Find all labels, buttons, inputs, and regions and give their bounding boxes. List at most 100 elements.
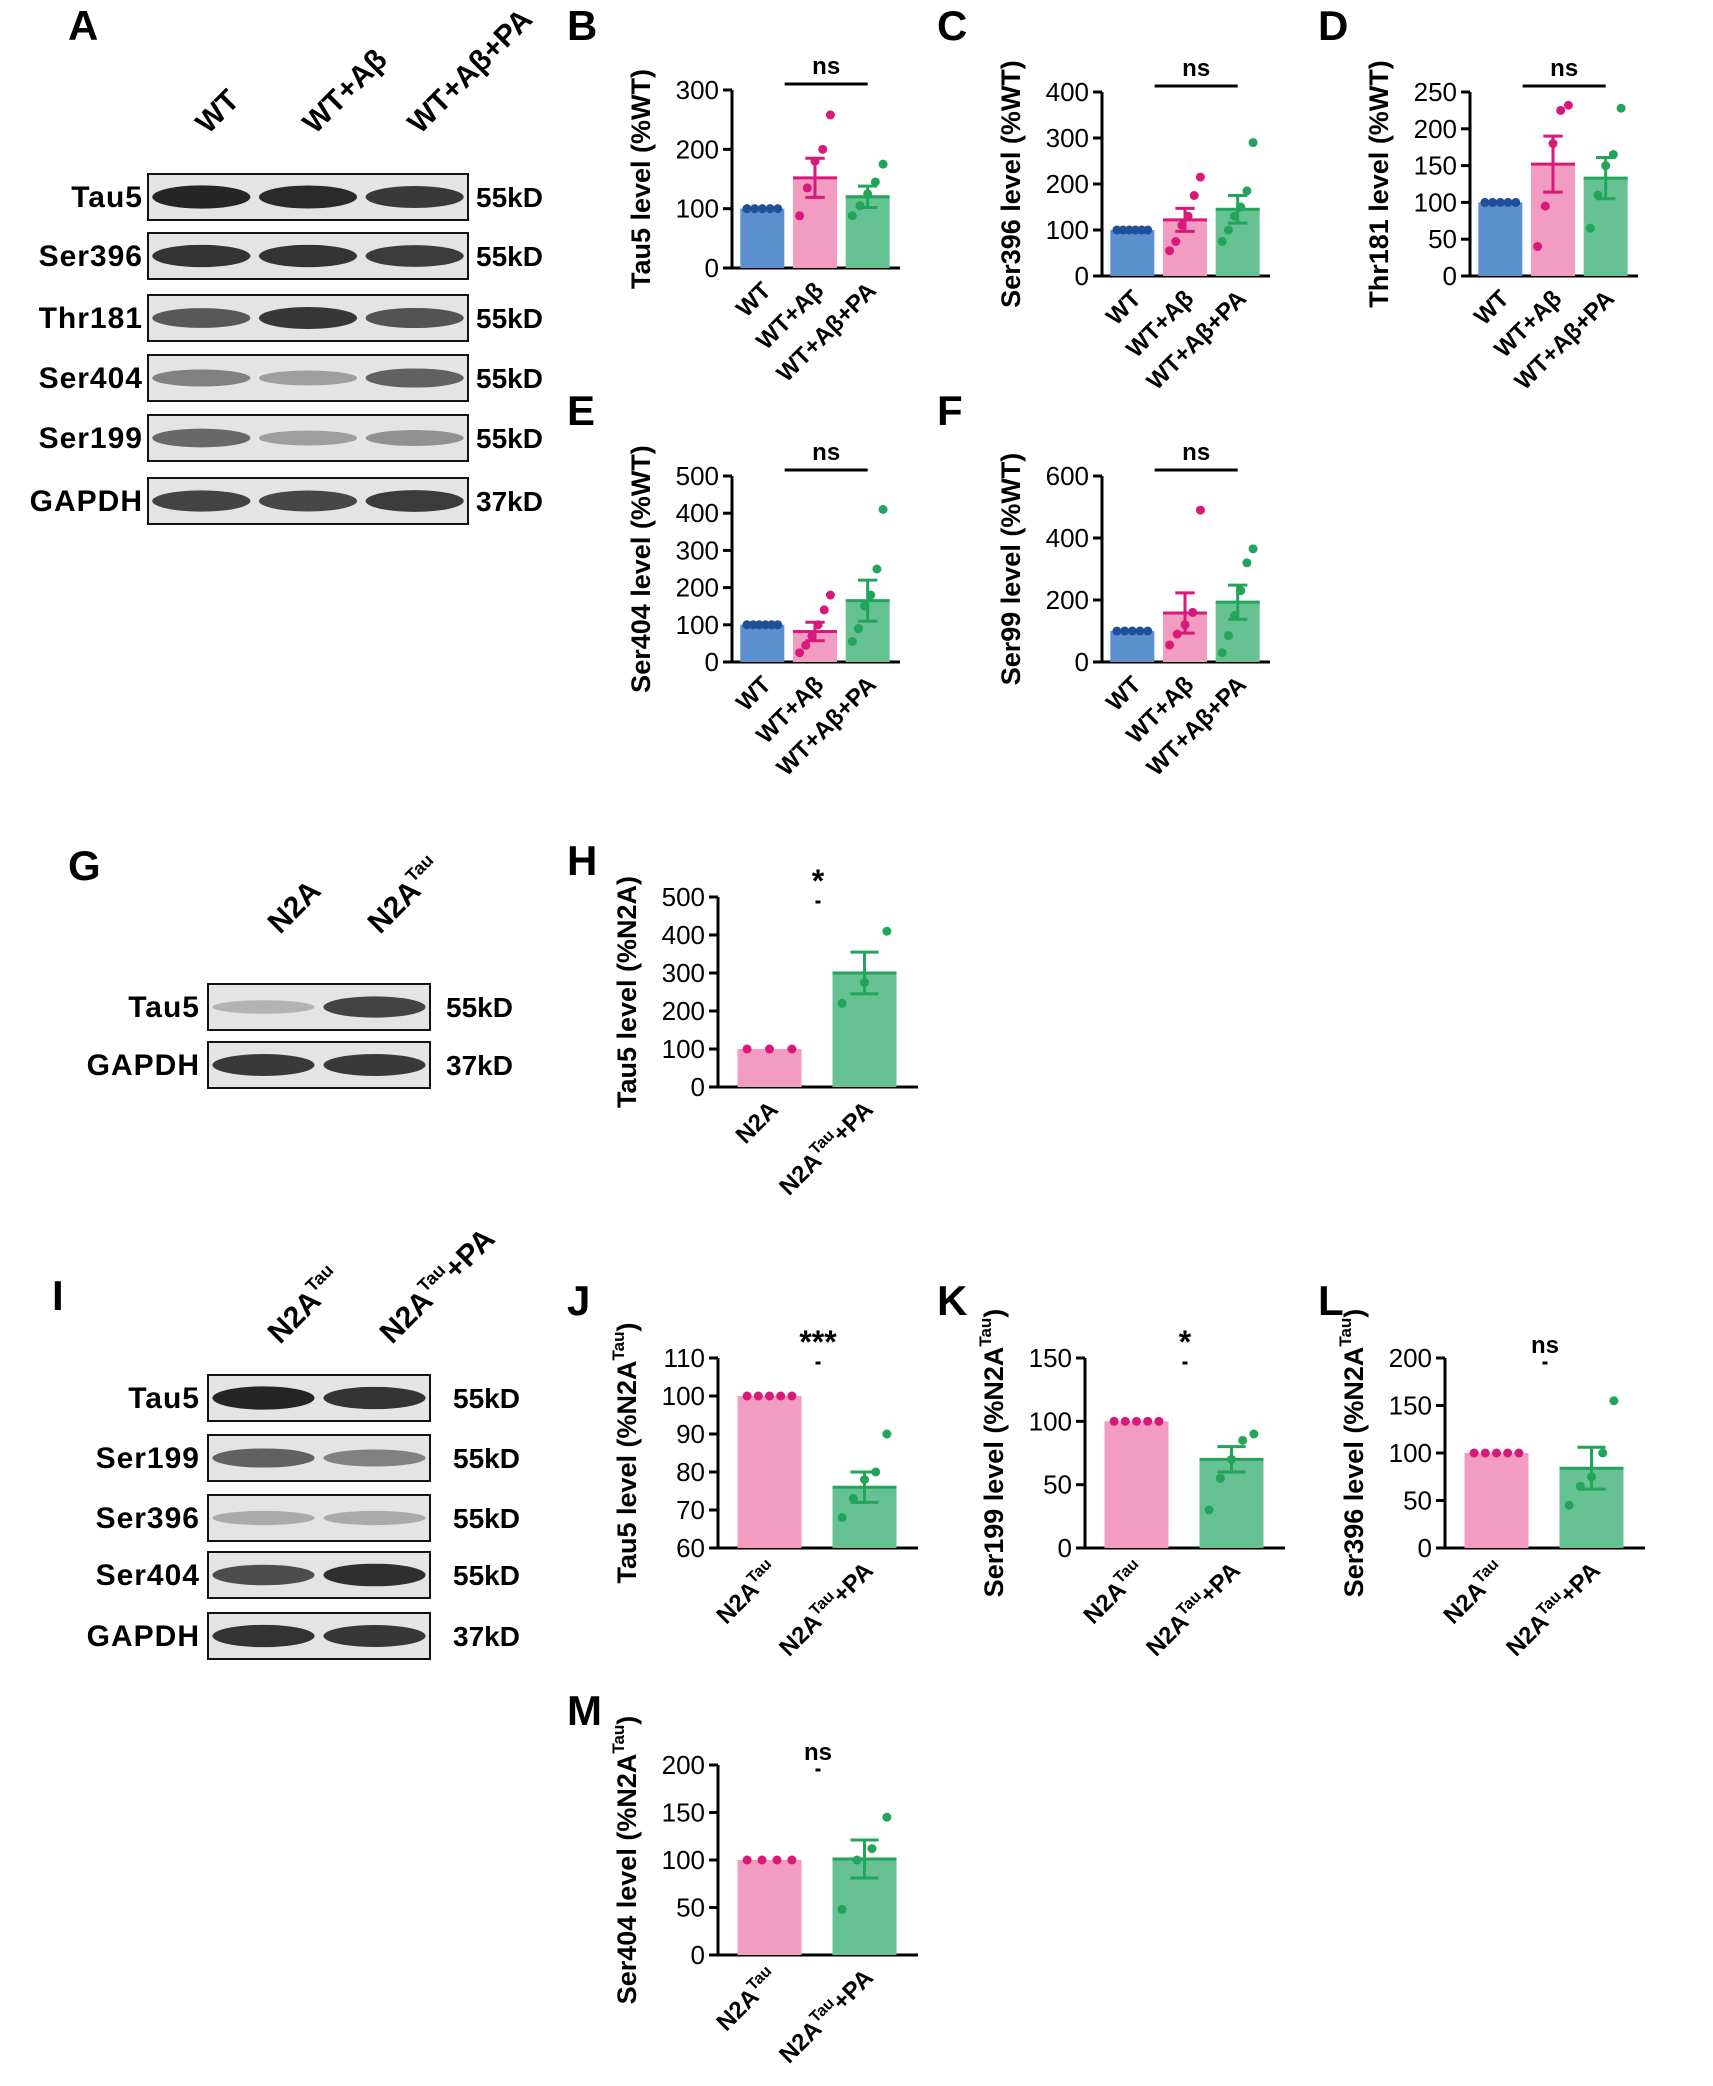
data-point (1242, 186, 1252, 196)
y-tick-label: 500 (676, 461, 719, 491)
y-tick-label: 200 (1046, 169, 1089, 199)
data-point (1112, 225, 1122, 235)
y-tick-label: 200 (1046, 585, 1089, 615)
data-point (753, 1391, 763, 1401)
blot-band (365, 186, 464, 208)
y-tick-label: 80 (676, 1457, 705, 1487)
data-point (1215, 1473, 1225, 1483)
data-point (1249, 1429, 1259, 1439)
y-tick-label: 300 (1046, 123, 1089, 153)
blot-row-label: Ser396 (96, 1502, 200, 1535)
y-tick-label: 200 (676, 573, 719, 603)
data-point (837, 998, 847, 1008)
bar (1110, 230, 1155, 276)
y-tick-label: 400 (1046, 77, 1089, 107)
bar (1104, 1421, 1169, 1548)
data-point (787, 1855, 797, 1865)
blot-row-label: Tau5 (128, 1382, 200, 1415)
x-tick-label: WT (1469, 285, 1515, 331)
y-tick-label: 150 (1029, 1343, 1072, 1373)
data-point (1195, 172, 1205, 182)
blot-band (152, 308, 251, 328)
data-point (1143, 626, 1153, 636)
data-point (807, 631, 817, 641)
y-axis-label: Ser99 level (%WT) (996, 453, 1026, 686)
y-tick-label: 70 (676, 1495, 705, 1525)
y-axis-label: Thr181 level (%WT) (1364, 60, 1394, 308)
blot-row-label: Ser396 (39, 240, 143, 273)
molecular-weight-label: 37kD (453, 1621, 520, 1652)
data-point (1238, 1435, 1248, 1445)
data-point (1608, 150, 1618, 160)
panel-label: K (937, 1277, 967, 1324)
y-tick-label: 50 (1043, 1470, 1072, 1500)
data-point (1548, 139, 1558, 149)
blot-band (212, 1624, 315, 1648)
data-point (1165, 640, 1175, 650)
y-tick-label: 400 (1046, 523, 1089, 553)
molecular-weight-label: 37kD (476, 486, 543, 517)
y-tick-label: 150 (662, 1798, 705, 1828)
significance-label: ns (804, 1739, 832, 1766)
data-point (1563, 100, 1573, 110)
y-tick-label: 50 (676, 1893, 705, 1923)
lane-label: WT+Aβ+PA (402, 3, 539, 140)
blot-band (212, 1564, 315, 1586)
data-point (1616, 103, 1626, 113)
data-point (1143, 225, 1153, 235)
data-point (878, 159, 888, 169)
data-point (1172, 629, 1182, 639)
data-point (819, 605, 829, 615)
data-point (1514, 1448, 1524, 1458)
blot-band (152, 490, 251, 512)
data-point (1556, 105, 1566, 115)
y-tick-label: 50 (1428, 224, 1457, 254)
lane-label: N2ATau (359, 850, 449, 940)
x-tick-label: N2ATau+PA (773, 1095, 879, 1201)
data-point (871, 1467, 881, 1477)
y-tick-label: 60 (676, 1533, 705, 1563)
data-point (1227, 1454, 1236, 1464)
molecular-weight-label: 55kD (453, 1443, 520, 1474)
data-point (1135, 626, 1145, 636)
blot-band (365, 307, 464, 329)
data-point (1598, 1448, 1608, 1458)
data-point (825, 110, 835, 120)
significance-label: ns (812, 53, 840, 80)
data-point (1171, 237, 1181, 246)
blot-band (323, 1563, 426, 1587)
bar (1478, 202, 1523, 276)
data-point (1230, 211, 1240, 221)
data-point (1503, 1448, 1513, 1458)
data-point (863, 189, 873, 199)
data-point (813, 620, 823, 630)
data-point (1189, 191, 1199, 200)
panel-label: I (52, 1272, 64, 1319)
blot-band (152, 244, 251, 268)
data-point (848, 1494, 858, 1504)
y-axis-label: Ser396 level (%N2ATau) (1336, 1309, 1369, 1598)
data-point (1585, 223, 1595, 233)
blot-band (323, 1054, 426, 1076)
panel-label: L (1318, 1277, 1344, 1324)
y-tick-label: 90 (676, 1419, 705, 1449)
y-tick-label: 150 (1389, 1391, 1432, 1421)
data-point (757, 204, 767, 214)
molecular-weight-label: 55kD (453, 1560, 520, 1591)
molecular-weight-label: 55kD (476, 182, 543, 213)
x-tick-label: N2ATau+PA (1140, 1556, 1246, 1662)
data-point (1137, 225, 1147, 235)
data-point (760, 620, 770, 630)
data-point (860, 601, 870, 611)
data-point (1183, 211, 1193, 221)
bar (1464, 1453, 1529, 1548)
y-axis-label: Tau5 level (%WT) (626, 69, 656, 289)
molecular-weight-label: 55kD (476, 241, 543, 272)
data-point (818, 144, 828, 154)
data-point (787, 1044, 797, 1054)
data-point (847, 211, 857, 221)
